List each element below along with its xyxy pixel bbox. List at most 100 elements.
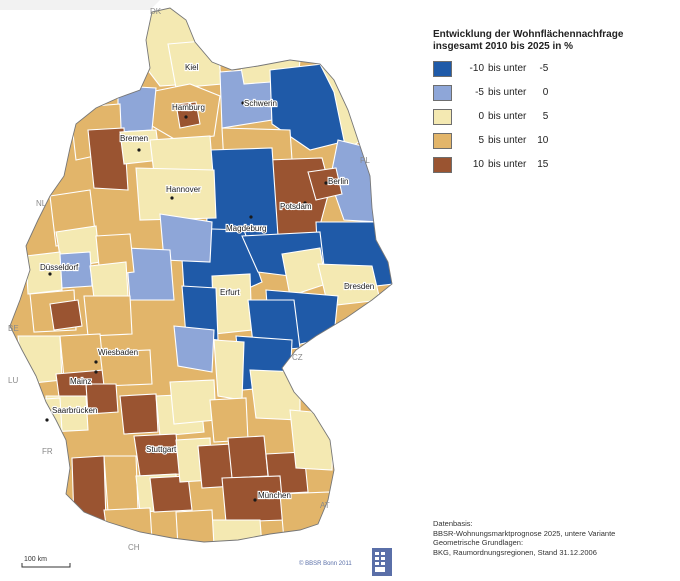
region-goettingen xyxy=(125,247,175,301)
city-marker-stuttgart xyxy=(151,450,155,454)
country-label-lu: LU xyxy=(8,376,18,385)
city-marker-mainz xyxy=(94,370,98,374)
legend-row: 0 bis unter 5 xyxy=(433,108,673,125)
region-regensburg xyxy=(227,435,269,479)
legend-label: -10 bis unter -5 xyxy=(469,63,549,74)
city-label-wiesbaden: Wiesbaden xyxy=(98,348,138,357)
region-wiesbaden xyxy=(99,349,153,387)
city-label-erfurt: Erfurt xyxy=(220,288,240,297)
copyright-credit: © BBSR Bonn 2011 xyxy=(299,561,352,567)
legend-label: -5 bis unter 0 xyxy=(475,87,549,98)
region-suedlicher-oberrhein xyxy=(71,455,107,523)
city-marker-kiel xyxy=(191,64,195,68)
country-label-nl: NL xyxy=(36,199,47,208)
region-duesseldorf xyxy=(25,251,63,295)
country-label-cz: CZ xyxy=(292,353,303,362)
city-marker-potsdam xyxy=(303,201,307,205)
legend-row: -10 bis unter -5 xyxy=(433,60,673,77)
city-label-berlin: Berlin xyxy=(328,177,348,186)
city-marker-hamburg xyxy=(184,115,188,119)
city-markers xyxy=(45,64,348,502)
city-marker-saarbruecken xyxy=(45,418,49,422)
region-siegen xyxy=(83,295,133,337)
region-bodensee-west xyxy=(149,475,193,513)
country-label-fr: FR xyxy=(42,447,53,456)
region-oldenburg xyxy=(87,127,129,191)
region-nuernberg xyxy=(209,397,249,443)
region-wschleswig xyxy=(117,85,157,133)
legend: Entwicklung der Wohnflächennachfrage ins… xyxy=(433,29,673,173)
region-bonn xyxy=(49,299,83,331)
city-marker-hannover xyxy=(170,196,174,200)
data-source-note: Datenbasis: BBSR-Wohnungsmarktprognose 2… xyxy=(433,519,615,557)
city-marker-erfurt xyxy=(225,289,229,293)
city-marker-schwerin xyxy=(241,101,245,105)
region-fulda xyxy=(173,325,215,373)
city-marker-muenchen xyxy=(253,498,257,502)
region-oberland xyxy=(211,519,263,542)
region-hannover xyxy=(135,167,217,221)
bbsr-logo xyxy=(372,548,392,576)
city-marker-magdeburg xyxy=(249,215,253,219)
region-unterfranken xyxy=(169,379,217,425)
country-label-pl: PL xyxy=(360,156,370,165)
country-label-dk: DK xyxy=(150,7,162,16)
region-allgaeu xyxy=(175,509,215,542)
source-line: Datenbasis: xyxy=(433,519,473,528)
source-line: Geometrische Grundlagen: xyxy=(433,538,524,547)
region-schwarzwald xyxy=(103,455,139,513)
region-erfurt xyxy=(211,273,253,335)
legend-label: 5 bis unter 10 xyxy=(478,135,549,146)
legend-swatch xyxy=(433,156,452,173)
city-label-dresden: Dresden xyxy=(344,282,374,291)
city-label-mainz: Mainz xyxy=(70,377,91,386)
region-bodensee xyxy=(103,507,153,541)
city-marker-berlin xyxy=(324,181,328,185)
country-label-ch: CH xyxy=(128,543,140,552)
city-label-duesseldorf: Düsseldorf xyxy=(40,263,79,272)
region-braunschweig xyxy=(159,213,213,263)
scale-bar-label: 100 km xyxy=(24,556,47,563)
city-label-muenchen: München xyxy=(258,491,291,500)
city-label-stuttgart: Stuttgart xyxy=(146,445,177,454)
region-trier xyxy=(17,335,63,385)
region-dortmund xyxy=(89,261,129,299)
region-saar xyxy=(29,397,63,435)
city-label-hannover: Hannover xyxy=(166,185,201,194)
city-marker-dresden xyxy=(344,283,348,287)
legend-label: 10 bis unter 15 xyxy=(472,159,549,170)
neighbour-land xyxy=(0,0,160,10)
city-marker-wiesbaden xyxy=(94,360,98,364)
region-donau-wald xyxy=(289,409,335,471)
city-label-schwerin: Schwerin xyxy=(244,99,277,108)
source-line: BKG, Raumordnungsregionen, Stand 31.12.2… xyxy=(433,547,597,557)
legend-row: -5 bis unter 0 xyxy=(433,84,673,101)
legend-swatch xyxy=(433,84,452,101)
city-marker-duesseldorf xyxy=(48,272,52,276)
legend-swatch xyxy=(433,108,452,125)
country-label-be: BE xyxy=(8,324,19,333)
legend-swatch xyxy=(433,132,452,149)
region-hamburg xyxy=(175,101,201,129)
legend-title: Entwicklung der Wohnflächennachfrage ins… xyxy=(433,29,624,52)
city-label-saarbruecken: Saarbrücken xyxy=(52,406,97,415)
source-line: BBSR-Wohnungsmarktprognose 2025, untere … xyxy=(433,528,616,538)
city-label-bremen: Bremen xyxy=(120,134,148,143)
region-rhein-neckar xyxy=(119,393,159,435)
region-rheinhessen xyxy=(85,383,119,415)
city-label-magdeburg: Magdeburg xyxy=(226,224,266,233)
legend-row: 10 bis unter 15 xyxy=(433,156,673,173)
choropleth-map: DK PL NL BE LU FR CZ AT CH Kiel Hamburg … xyxy=(0,0,393,552)
country-label-at: AT xyxy=(320,501,330,510)
city-label-potsdam: Potsdam xyxy=(280,202,312,211)
region-oberfranken-west xyxy=(213,339,245,401)
region-stuttgart xyxy=(133,433,181,477)
legend-row: 5 bis unter 10 xyxy=(433,132,673,149)
legend-label: 0 bis unter 5 xyxy=(478,111,549,122)
scale-bar: 100 km xyxy=(21,556,71,568)
city-label-hamburg: Hamburg xyxy=(172,103,205,112)
legend-swatch xyxy=(433,60,452,77)
city-label-kiel: Kiel xyxy=(185,63,199,72)
city-marker-bremen xyxy=(137,148,141,152)
germany-outline xyxy=(9,7,393,543)
